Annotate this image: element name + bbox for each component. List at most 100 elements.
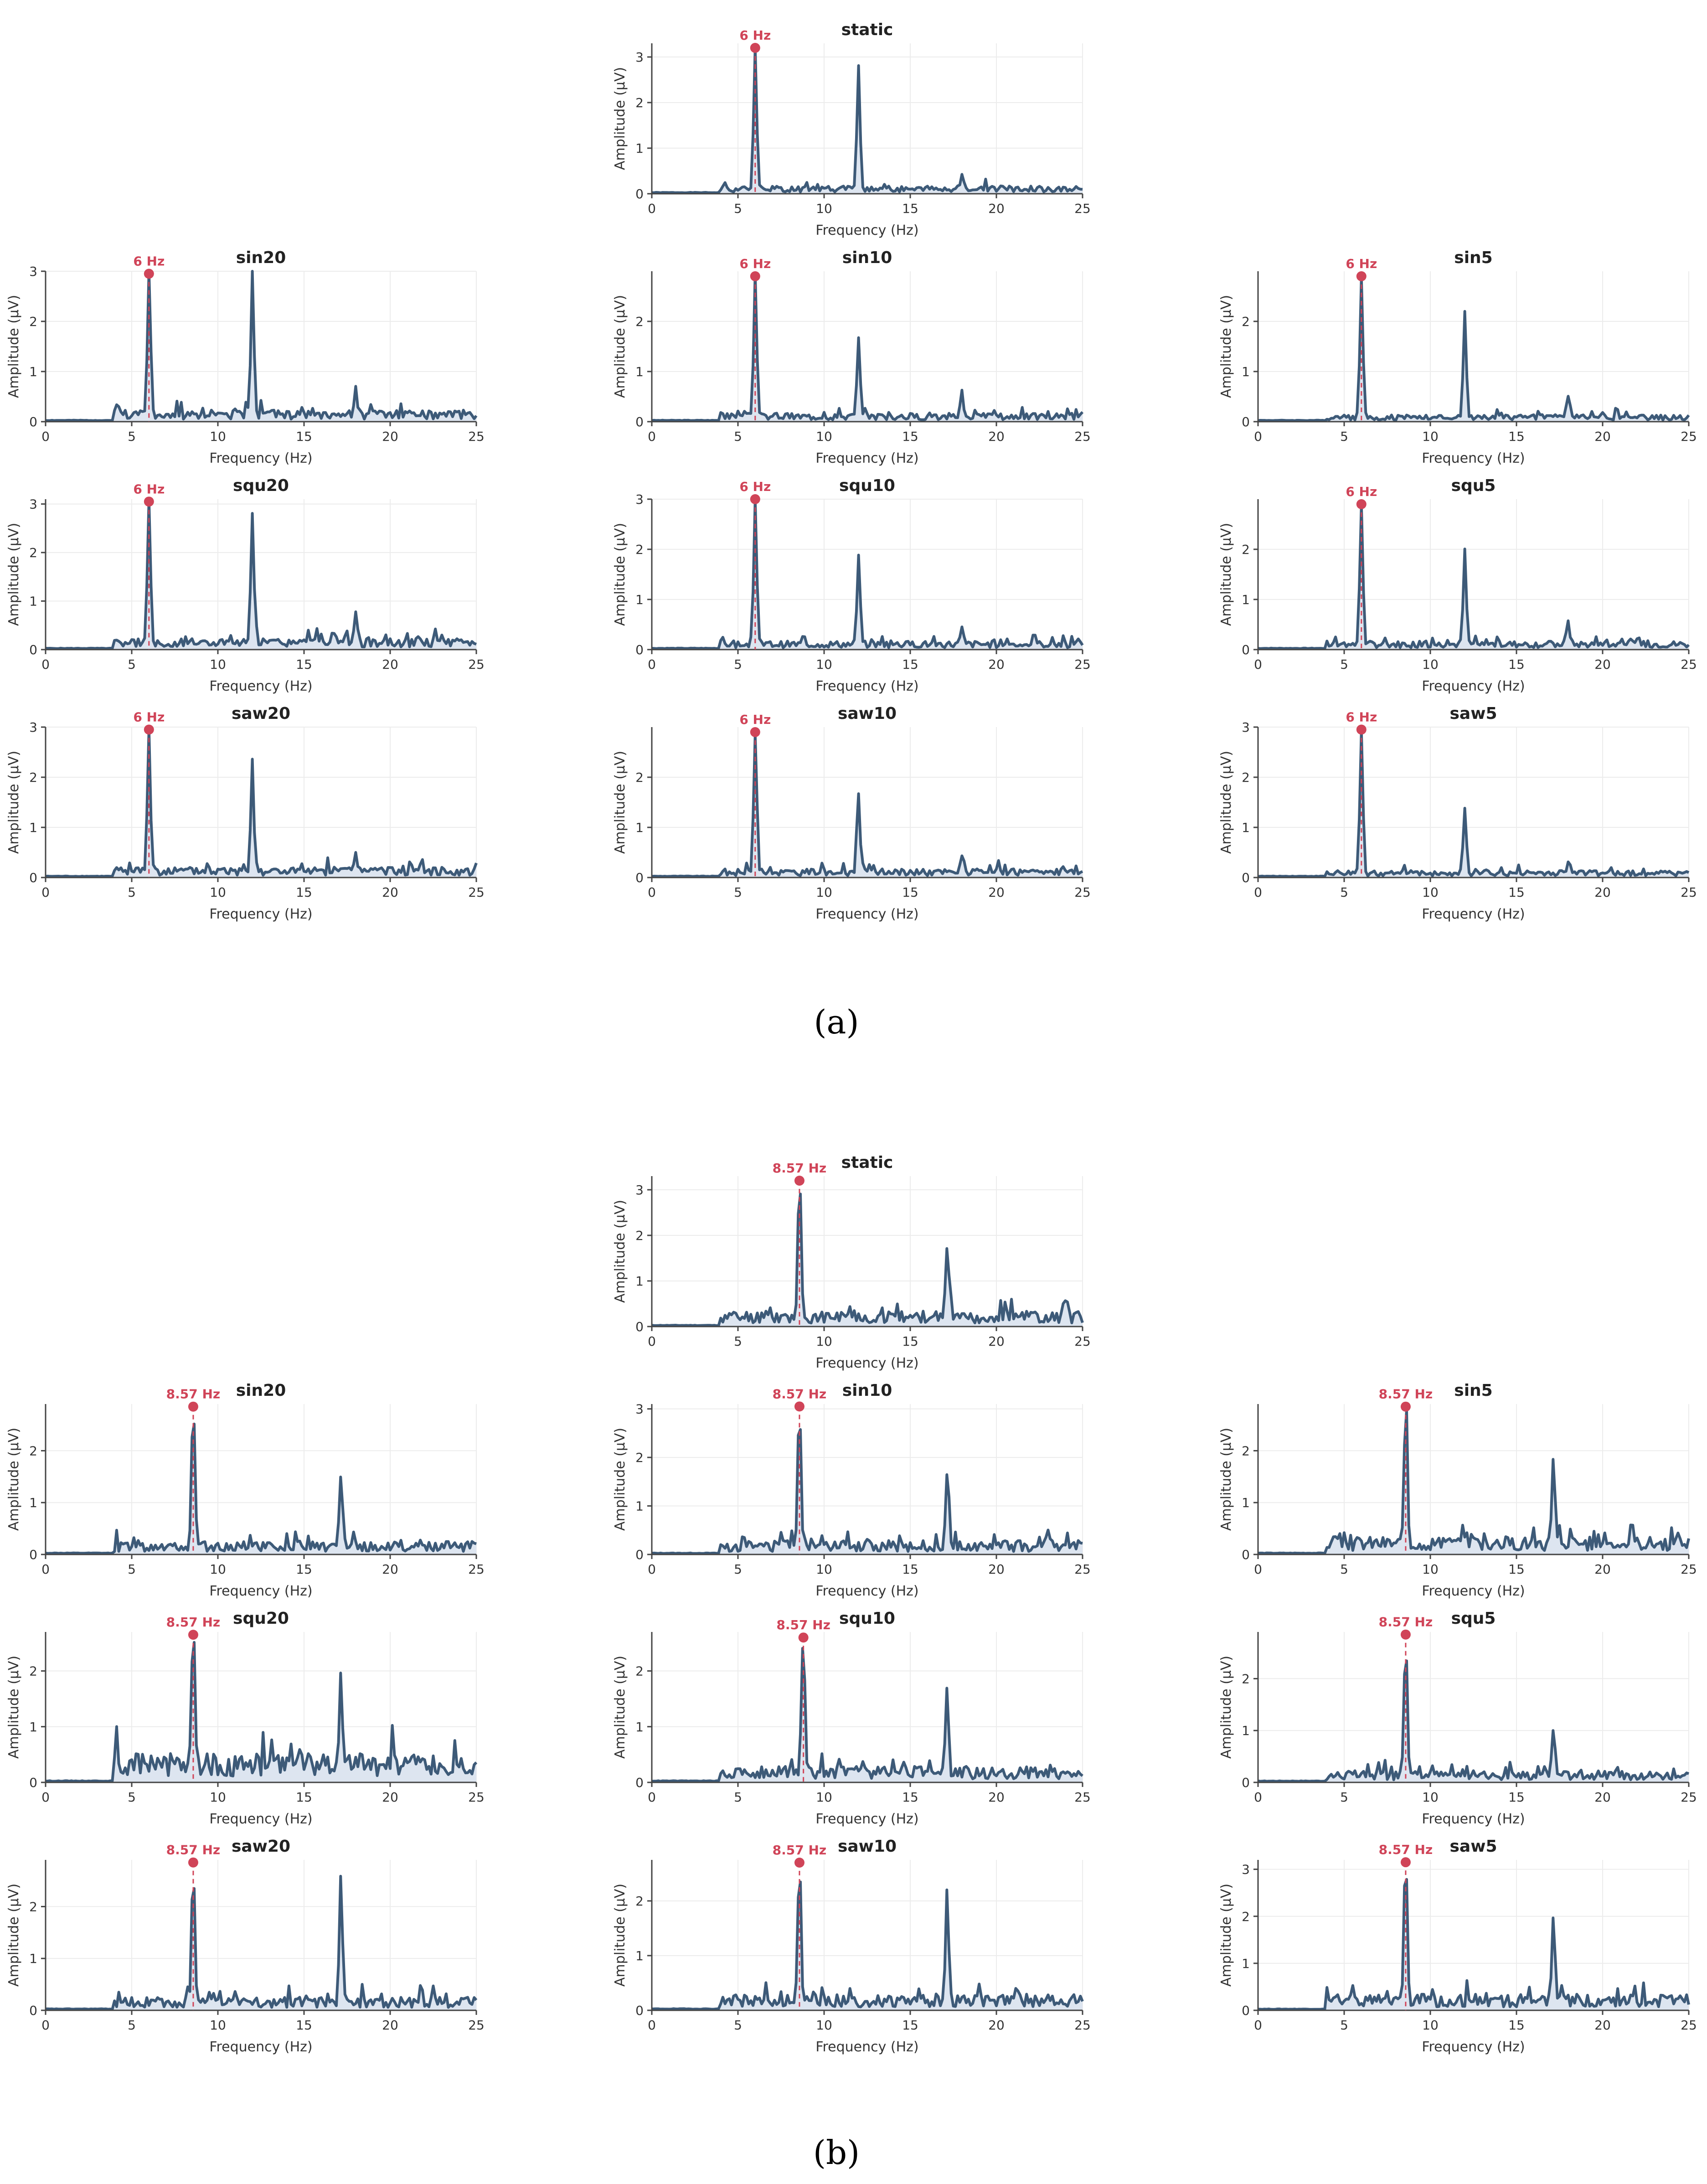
x-tick-label: 15: [1508, 429, 1525, 444]
x-tick-label: 20: [382, 429, 398, 444]
peak-label: 8.57 Hz: [166, 1843, 221, 1858]
peak-marker: [750, 727, 760, 737]
y-tick-label: 1: [29, 364, 37, 379]
y-axis-label: Amplitude (μV): [1218, 751, 1234, 854]
x-tick-label: 20: [988, 201, 1005, 216]
y-tick-label: 0: [1242, 642, 1250, 657]
y-tick-label: 2: [1242, 1443, 1250, 1458]
x-tick-label: 10: [210, 1790, 226, 1805]
spectrum-area: [46, 500, 476, 650]
chart-title: sin20: [236, 1381, 286, 1400]
x-tick-label: 0: [1254, 1790, 1262, 1805]
x-tick-label: 10: [210, 429, 226, 444]
y-tick-label: 2: [29, 1443, 37, 1458]
spectrum-line: [651, 498, 1084, 650]
x-tick-label: 10: [1422, 1790, 1439, 1805]
y-tick-label: 2: [635, 95, 644, 110]
spectrum-line: [45, 1874, 478, 2011]
spectrum-line: [45, 498, 477, 650]
x-tick-label: 20: [382, 1562, 398, 1577]
x-tick-label: 25: [1074, 429, 1091, 444]
y-axis-label: Amplitude (μV): [6, 751, 22, 854]
chart-panel-a-saw5: 0 5 10 15 20 25 0 1 2 3 saw5 Frequency (Hz) Amplitud…: [1218, 704, 1697, 922]
x-tick-label: 25: [1074, 1562, 1091, 1577]
x-tick-label: 0: [648, 1790, 656, 1805]
peak-marker: [144, 268, 154, 279]
spectrum-area: [1258, 731, 1689, 878]
y-axis-label: Amplitude (μV): [612, 295, 628, 398]
y-tick-label: 1: [1242, 1495, 1250, 1510]
x-axis-label: Frequency (Hz): [815, 1583, 918, 1599]
y-tick-label: 2: [635, 1894, 644, 1909]
x-tick-label: 5: [734, 885, 742, 900]
x-tick-label: 0: [648, 201, 656, 216]
x-tick-label: 25: [1681, 657, 1697, 672]
x-axis-label: Frequency (Hz): [815, 1355, 918, 1371]
peak-label: 6 Hz: [133, 710, 165, 725]
peak-marker: [750, 494, 760, 504]
x-axis-label: Frequency (Hz): [815, 906, 918, 922]
y-axis-label: Amplitude (μV): [1218, 1656, 1234, 1759]
x-tick-label: 15: [902, 1790, 918, 1805]
y-tick-label: 3: [29, 497, 37, 512]
chart-panel-b-squ5: 0 5 10 15 20 25 0 1 2 squ5 Frequency (Hz) Amplitude…: [1218, 1609, 1697, 1827]
peak-label: 8.57 Hz: [1379, 1387, 1433, 1402]
x-tick-label: 25: [1074, 2018, 1091, 2033]
y-tick-label: 1: [29, 1495, 37, 1510]
x-axis-label: Frequency (Hz): [209, 1583, 312, 1599]
y-tick-label: 3: [1242, 720, 1250, 735]
peak-label: 6 Hz: [1346, 710, 1377, 725]
chart-panel-a-sin5: 0 5 10 15 20 25 0 1 2 sin5 Frequency (Hz) Amplitude…: [1218, 248, 1697, 466]
x-tick-label: 5: [1340, 885, 1348, 900]
x-tick-label: 20: [988, 1790, 1005, 1805]
subfigure-label-a: (a): [814, 1003, 859, 1041]
peak-label: 8.57 Hz: [166, 1615, 221, 1630]
x-axis-label: Frequency (Hz): [1422, 2039, 1525, 2055]
chart-panel-a-squ20: 0 5 10 15 20 25 0 1 2 3 squ20 Frequency (Hz) Amplitu…: [6, 476, 485, 694]
y-axis-label: Amplitude (μV): [1218, 1428, 1234, 1531]
chart-title: squ5: [1451, 476, 1496, 495]
y-tick-label: 0: [29, 414, 37, 429]
x-tick-label: 10: [816, 429, 832, 444]
x-tick-label: 25: [468, 429, 485, 444]
x-tick-label: 25: [1681, 885, 1697, 900]
y-tick-label: 0: [635, 1547, 644, 1562]
peak-marker: [144, 496, 154, 507]
y-tick-label: 3: [635, 492, 644, 507]
x-tick-label: 10: [210, 657, 226, 672]
chart-title: squ20: [233, 476, 289, 495]
spectrum-line: [651, 1428, 1083, 1555]
y-tick-label: 3: [635, 50, 644, 65]
spectrum-line: [1258, 1409, 1690, 1555]
spectrum-line: [1258, 276, 1690, 422]
x-tick-label: 0: [648, 657, 656, 672]
y-tick-label: 2: [1242, 542, 1250, 557]
chart-title: squ10: [839, 476, 895, 495]
peak-label: 8.57 Hz: [773, 1843, 827, 1858]
y-tick-label: 0: [29, 1775, 37, 1790]
y-axis-label: Amplitude (μV): [6, 1656, 22, 1759]
spectrum-line: [651, 733, 1083, 878]
x-tick-label: 5: [128, 885, 136, 900]
y-tick-label: 0: [1242, 414, 1250, 429]
x-tick-label: 10: [816, 2018, 832, 2033]
peak-label: 6 Hz: [133, 254, 165, 269]
x-tick-label: 10: [1422, 885, 1439, 900]
y-axis-label: Amplitude (μV): [612, 67, 628, 170]
peak-label: 6 Hz: [739, 256, 771, 271]
spectrum-area: [46, 1876, 476, 2010]
spectrum-line: [1258, 1659, 1690, 1783]
x-tick-label: 25: [1074, 201, 1091, 216]
x-axis-label: Frequency (Hz): [209, 906, 312, 922]
spectrum-line: [651, 1880, 1084, 2011]
x-tick-label: 10: [1422, 429, 1439, 444]
x-tick-label: 25: [468, 885, 485, 900]
spectrum-area: [652, 1429, 1083, 1554]
x-axis-label: Frequency (Hz): [815, 1811, 918, 1827]
x-tick-label: 15: [902, 2018, 918, 2033]
x-tick-label: 20: [1594, 429, 1611, 444]
y-tick-label: 1: [635, 592, 644, 607]
peak-marker: [750, 43, 760, 53]
peak-label: 6 Hz: [739, 479, 771, 494]
x-axis-label: Frequency (Hz): [1422, 1811, 1525, 1827]
